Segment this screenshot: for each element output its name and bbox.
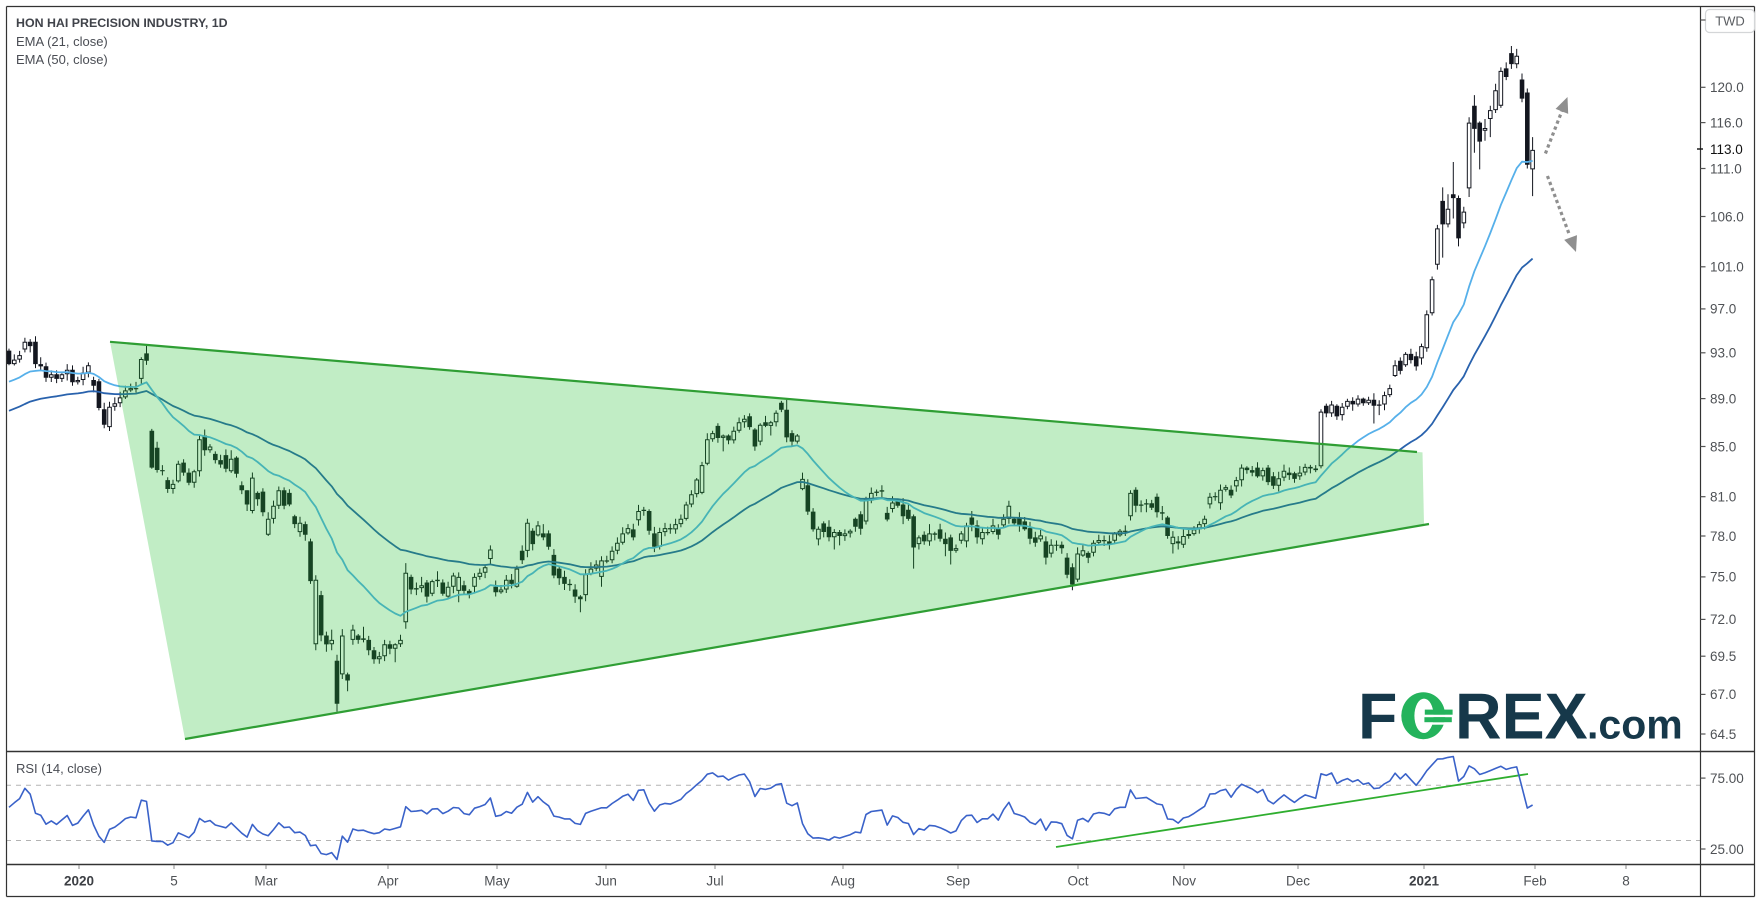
svg-text:Nov: Nov xyxy=(1172,874,1196,889)
svg-text:Mar: Mar xyxy=(254,874,278,889)
svg-text:85.0: 85.0 xyxy=(1710,439,1736,454)
svg-text:111.0: 111.0 xyxy=(1710,161,1742,176)
svg-text:64.5: 64.5 xyxy=(1710,727,1736,742)
svg-text:Jul: Jul xyxy=(706,874,723,889)
svg-text:101.0: 101.0 xyxy=(1710,260,1744,275)
svg-text:8: 8 xyxy=(1622,874,1630,889)
svg-text:Feb: Feb xyxy=(1523,874,1546,889)
svg-text:Sep: Sep xyxy=(946,874,970,889)
svg-text:113.0: 113.0 xyxy=(1710,142,1743,157)
svg-text:106.0: 106.0 xyxy=(1710,209,1744,224)
svg-text:2020: 2020 xyxy=(64,874,94,889)
svg-text:.com: .com xyxy=(1587,702,1683,748)
svg-text:EMA (21, close): EMA (21, close) xyxy=(16,34,108,49)
svg-text:97.0: 97.0 xyxy=(1710,302,1736,317)
svg-text:75.0: 75.0 xyxy=(1710,570,1736,585)
svg-text:Apr: Apr xyxy=(377,874,399,889)
svg-text:67.0: 67.0 xyxy=(1710,687,1736,702)
svg-text:Oct: Oct xyxy=(1067,874,1088,889)
svg-text:81.0: 81.0 xyxy=(1710,490,1736,505)
svg-text:REX: REX xyxy=(1455,681,1588,753)
svg-text:Jun: Jun xyxy=(595,874,617,889)
svg-text:HON HAI PRECISION INDUSTRY, 1D: HON HAI PRECISION INDUSTRY, 1D xyxy=(16,16,228,30)
svg-text:116.0: 116.0 xyxy=(1710,115,1743,130)
svg-text:25.00: 25.00 xyxy=(1710,842,1744,857)
svg-text:5: 5 xyxy=(170,874,178,889)
svg-text:F: F xyxy=(1358,681,1397,753)
svg-text:120.0: 120.0 xyxy=(1710,80,1744,95)
svg-text:May: May xyxy=(484,874,510,889)
svg-text:78.0: 78.0 xyxy=(1710,529,1736,544)
svg-text:RSI (14, close): RSI (14, close) xyxy=(16,761,102,776)
svg-text:Aug: Aug xyxy=(831,874,855,889)
svg-text:93.0: 93.0 xyxy=(1710,346,1736,361)
svg-text:TWD: TWD xyxy=(1715,14,1745,29)
svg-text:2021: 2021 xyxy=(1409,874,1440,889)
svg-text:EMA (50, close): EMA (50, close) xyxy=(16,52,108,67)
svg-text:69.5: 69.5 xyxy=(1710,649,1736,664)
svg-text:72.0: 72.0 xyxy=(1710,612,1736,627)
svg-text:89.0: 89.0 xyxy=(1710,391,1736,406)
svg-text:75.00: 75.00 xyxy=(1710,771,1744,786)
svg-text:Dec: Dec xyxy=(1286,874,1310,889)
